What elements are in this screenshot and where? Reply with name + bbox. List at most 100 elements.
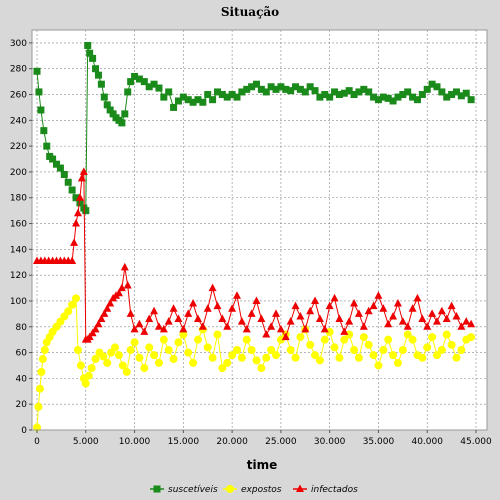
data-point bbox=[204, 91, 212, 99]
y-tick-label: 220 bbox=[10, 142, 27, 152]
data-point bbox=[448, 91, 456, 99]
data-point bbox=[218, 364, 227, 373]
data-point bbox=[94, 71, 102, 79]
data-point bbox=[384, 335, 393, 344]
legend-marker-square bbox=[153, 485, 161, 493]
data-point bbox=[462, 317, 471, 325]
data-point bbox=[232, 291, 241, 299]
legend-label: expostos bbox=[241, 485, 282, 495]
data-point bbox=[189, 299, 198, 307]
y-tick-label: 0 bbox=[21, 426, 27, 436]
data-point bbox=[331, 88, 339, 96]
data-point bbox=[374, 291, 383, 299]
legend: suscetíveis expostos infectados bbox=[150, 484, 358, 495]
grid bbox=[32, 30, 487, 431]
data-point bbox=[282, 85, 290, 93]
data-point bbox=[64, 178, 72, 186]
data-point bbox=[106, 299, 115, 307]
data-point bbox=[237, 353, 246, 362]
data-point bbox=[38, 355, 47, 364]
data-point bbox=[408, 335, 417, 344]
data-point bbox=[257, 85, 265, 93]
data-point bbox=[325, 301, 334, 310]
series-triangle-marks bbox=[33, 167, 476, 343]
y-tick-label: 180 bbox=[10, 194, 27, 204]
data-point bbox=[257, 314, 266, 323]
data-point bbox=[287, 87, 295, 95]
data-point bbox=[92, 65, 100, 73]
data-point bbox=[301, 88, 309, 96]
data-point bbox=[437, 346, 446, 354]
x-axis-ticks: 0 5.000 10.000 15.000 20.000 25.000 30.000 35.0… bbox=[34, 430, 492, 447]
data-point bbox=[432, 317, 441, 325]
data-point bbox=[140, 78, 148, 86]
data-point bbox=[70, 238, 79, 246]
data-point bbox=[131, 72, 139, 80]
data-point bbox=[223, 358, 232, 367]
data-point bbox=[75, 193, 84, 201]
data-point bbox=[94, 319, 103, 328]
data-point bbox=[76, 361, 85, 370]
data-point bbox=[340, 327, 349, 335]
data-point bbox=[306, 306, 315, 315]
data-point bbox=[68, 186, 76, 194]
data-point bbox=[43, 142, 51, 150]
data-point bbox=[118, 119, 126, 127]
y-tick-label: 60 bbox=[16, 349, 28, 359]
data-point bbox=[272, 351, 281, 360]
x-axis-label: time bbox=[247, 458, 278, 472]
data-point bbox=[242, 324, 251, 333]
data-point bbox=[218, 91, 226, 99]
data-point bbox=[228, 351, 237, 360]
data-point bbox=[247, 346, 256, 354]
data-point bbox=[109, 110, 117, 118]
data-point bbox=[228, 91, 236, 99]
data-point bbox=[467, 96, 475, 104]
data-point bbox=[118, 361, 127, 370]
data-point bbox=[126, 346, 135, 354]
data-point bbox=[452, 311, 461, 320]
y-tick-label: 100 bbox=[10, 297, 27, 307]
data-point bbox=[326, 93, 334, 101]
data-point bbox=[423, 343, 432, 352]
data-point bbox=[242, 335, 251, 344]
data-point bbox=[408, 304, 417, 312]
data-point bbox=[413, 96, 421, 104]
data-point bbox=[33, 423, 41, 432]
y-axis-ticks: 0 20 40 60 80 100 120 140 160 180 200 220 240 260 280 3… bbox=[10, 39, 32, 436]
data-point bbox=[384, 94, 392, 102]
data-point bbox=[253, 80, 260, 88]
data-point bbox=[276, 335, 285, 344]
data-point bbox=[184, 96, 192, 104]
data-point bbox=[73, 346, 82, 354]
data-point bbox=[335, 91, 343, 99]
data-point bbox=[174, 314, 183, 323]
data-point bbox=[252, 356, 261, 365]
data-point bbox=[428, 333, 437, 342]
x-tick-label: 20.000 bbox=[216, 437, 248, 447]
data-point bbox=[35, 88, 43, 96]
data-point bbox=[267, 83, 275, 91]
data-point bbox=[184, 309, 193, 317]
data-point bbox=[238, 88, 246, 96]
data-point bbox=[277, 83, 285, 91]
data-point bbox=[68, 256, 77, 264]
data-point bbox=[311, 87, 319, 95]
data-point bbox=[179, 324, 188, 333]
data-point bbox=[208, 283, 217, 292]
data-point bbox=[228, 304, 237, 312]
data-point bbox=[203, 304, 212, 312]
data-point bbox=[73, 208, 82, 217]
data-point bbox=[35, 384, 44, 393]
data-point bbox=[72, 219, 81, 227]
y-tick-label: 80 bbox=[16, 323, 28, 333]
data-point bbox=[437, 306, 446, 315]
data-point bbox=[345, 330, 354, 339]
data-point bbox=[330, 293, 339, 302]
data-point bbox=[154, 322, 163, 330]
data-point bbox=[345, 87, 353, 95]
data-point bbox=[364, 340, 373, 349]
data-point bbox=[40, 346, 49, 354]
legend-label: infectados bbox=[311, 485, 358, 495]
x-tick-label: 25.000 bbox=[265, 437, 297, 447]
